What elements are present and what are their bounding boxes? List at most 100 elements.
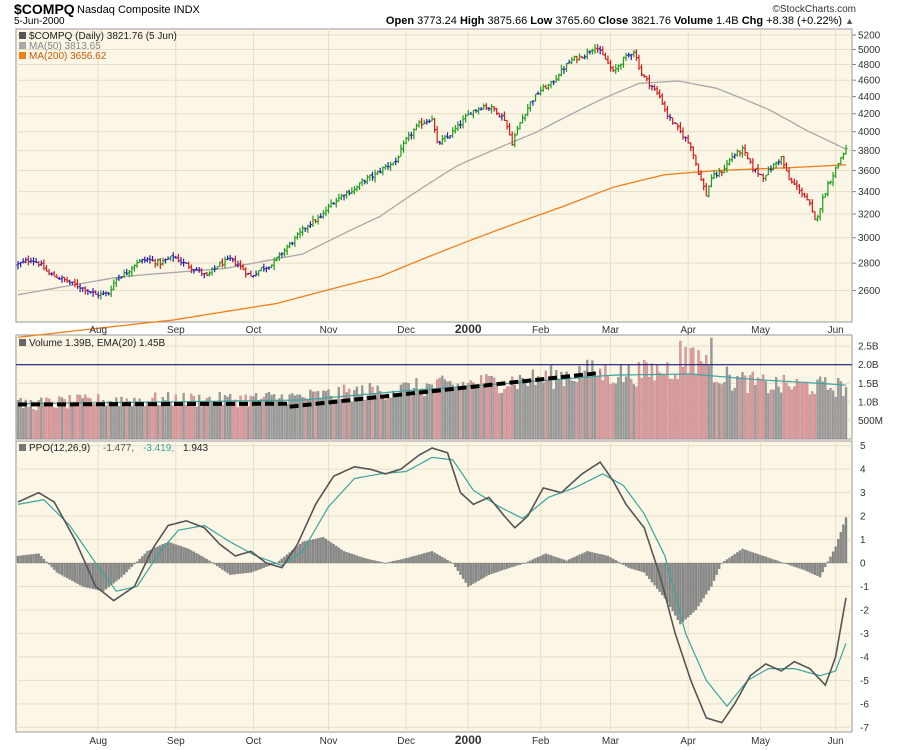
volume-bar <box>728 374 731 440</box>
ppo-histogram-bar <box>280 558 284 564</box>
volume-bar <box>179 404 183 440</box>
ppo-histogram-bar <box>712 562 716 581</box>
ppo-histogram-bar <box>679 562 682 625</box>
volume-bar <box>668 378 672 440</box>
ppo-histogram-bar <box>187 548 190 564</box>
ppo-histogram-bar <box>707 562 710 591</box>
price-y-tick-label: 3800 <box>858 146 881 157</box>
volume-bar <box>148 403 152 440</box>
volume-bar <box>511 376 514 440</box>
ppo-histogram-bar <box>32 554 35 564</box>
volume-bar <box>793 386 796 440</box>
volume-bar <box>591 360 594 440</box>
ppo-histogram-bar <box>723 561 726 564</box>
ppo-histogram-bar <box>586 551 589 564</box>
chg-value: +8.38 (+0.22%) <box>766 15 843 27</box>
volume-bar <box>731 390 734 440</box>
ppo-histogram-bar <box>438 555 441 564</box>
volume-bar <box>122 402 126 440</box>
ppo-histogram-bar <box>368 559 372 564</box>
ppo-histogram-bar <box>99 562 102 591</box>
ppo-histogram-bar <box>606 555 610 564</box>
ppo-histogram-bar <box>454 562 457 568</box>
ppo-histogram-bar <box>252 562 255 572</box>
volume-bar <box>578 366 581 440</box>
ppo-histogram-bar <box>562 559 566 564</box>
volume-bar <box>482 385 485 440</box>
volume-bar <box>392 390 395 440</box>
ppo-histogram-bar <box>472 562 475 584</box>
ppo-histogram-bar <box>110 562 113 586</box>
volume-bar <box>710 337 713 440</box>
volume-bar <box>423 396 426 440</box>
volume-bar <box>192 396 196 440</box>
volume-bar <box>288 394 291 440</box>
volume-bar <box>296 394 299 440</box>
copyright-link[interactable]: ©StockCharts.com <box>772 4 856 15</box>
volume-bar <box>231 401 234 440</box>
volume-bar <box>619 365 623 440</box>
ppo-histogram-bar <box>837 539 840 564</box>
ppo-histogram-bar <box>402 558 405 564</box>
volume-bar <box>736 376 739 440</box>
ppo-histogram-bar <box>495 562 498 573</box>
ppo-histogram-bar <box>68 562 71 580</box>
price-y-tick-label: 4000 <box>858 127 881 138</box>
price-x-tick-label: Dec <box>397 325 415 336</box>
chart-date: 5-Jun-2000 <box>14 16 65 27</box>
ppo-histogram-bar <box>591 552 594 564</box>
ppo-histogram-bar <box>741 548 744 564</box>
ppo-histogram-bar <box>831 551 835 564</box>
volume-bar <box>490 375 493 440</box>
ppo-histogram-bar <box>218 562 221 568</box>
ppo-histogram-bar <box>200 556 203 564</box>
volume-bar <box>376 385 379 440</box>
volume-bar <box>86 397 89 440</box>
ppo-y-tick-label: -7 <box>860 723 869 734</box>
ppo-histogram-bar <box>278 560 281 564</box>
volume-bar <box>285 403 289 440</box>
volume-bar <box>663 375 667 440</box>
ppo-histogram-bar <box>45 561 48 564</box>
chg-label: Chg <box>741 15 764 27</box>
ppo-y-tick-label: 5 <box>860 441 866 452</box>
ppo-histogram-bar <box>697 562 700 607</box>
volume-bar <box>503 389 506 440</box>
volume-bar <box>348 388 351 440</box>
ppo-histogram-bar <box>16 555 20 564</box>
ppo-histogram-bar <box>818 562 822 578</box>
ppo-histogram-bar <box>327 540 330 564</box>
ppo-histogram-bar <box>511 562 514 568</box>
ppo-histogram-bar <box>459 562 462 575</box>
ma50-line <box>17 80 847 296</box>
volume-bar <box>73 405 77 440</box>
volume-bar <box>536 376 540 440</box>
ppo-histogram-bar <box>663 562 667 599</box>
ppo-histogram-bar <box>130 562 133 567</box>
volume-bar <box>182 392 185 440</box>
volume-bar <box>655 364 659 440</box>
ppo-histogram-bar <box>27 554 30 564</box>
ppo-y-tick-label: 0 <box>860 559 866 570</box>
ppo-histogram-bar <box>128 562 131 570</box>
volume-bar <box>599 368 602 440</box>
ppo-histogram-bar <box>81 562 84 587</box>
volume-bar <box>381 395 384 440</box>
volume-bar <box>555 369 558 440</box>
volume-bar <box>32 409 35 440</box>
ppo-histogram-bar <box>125 562 128 573</box>
legends: $COMPQ (Daily) 3821.76 (5 Jun)MA(50) 381… <box>19 31 208 454</box>
price-x-tick-label: 2000 <box>455 322 482 336</box>
ppo-histogram-bar <box>91 562 95 589</box>
volume-bar <box>518 374 522 440</box>
ppo-histogram-bar <box>443 558 447 564</box>
volume-bar <box>141 401 144 440</box>
volume-y-tick-label: 2.0B <box>858 360 879 371</box>
volume-bar <box>379 390 382 440</box>
ppo-histogram-bar <box>689 562 692 615</box>
ppo-histogram-bar <box>428 551 431 564</box>
ppo-histogram-bar <box>342 551 346 564</box>
ppo-y-tick-label: 1 <box>860 535 866 546</box>
ppo-histogram-bar <box>345 552 348 564</box>
ppo-x-tick-label: Nov <box>320 736 338 747</box>
